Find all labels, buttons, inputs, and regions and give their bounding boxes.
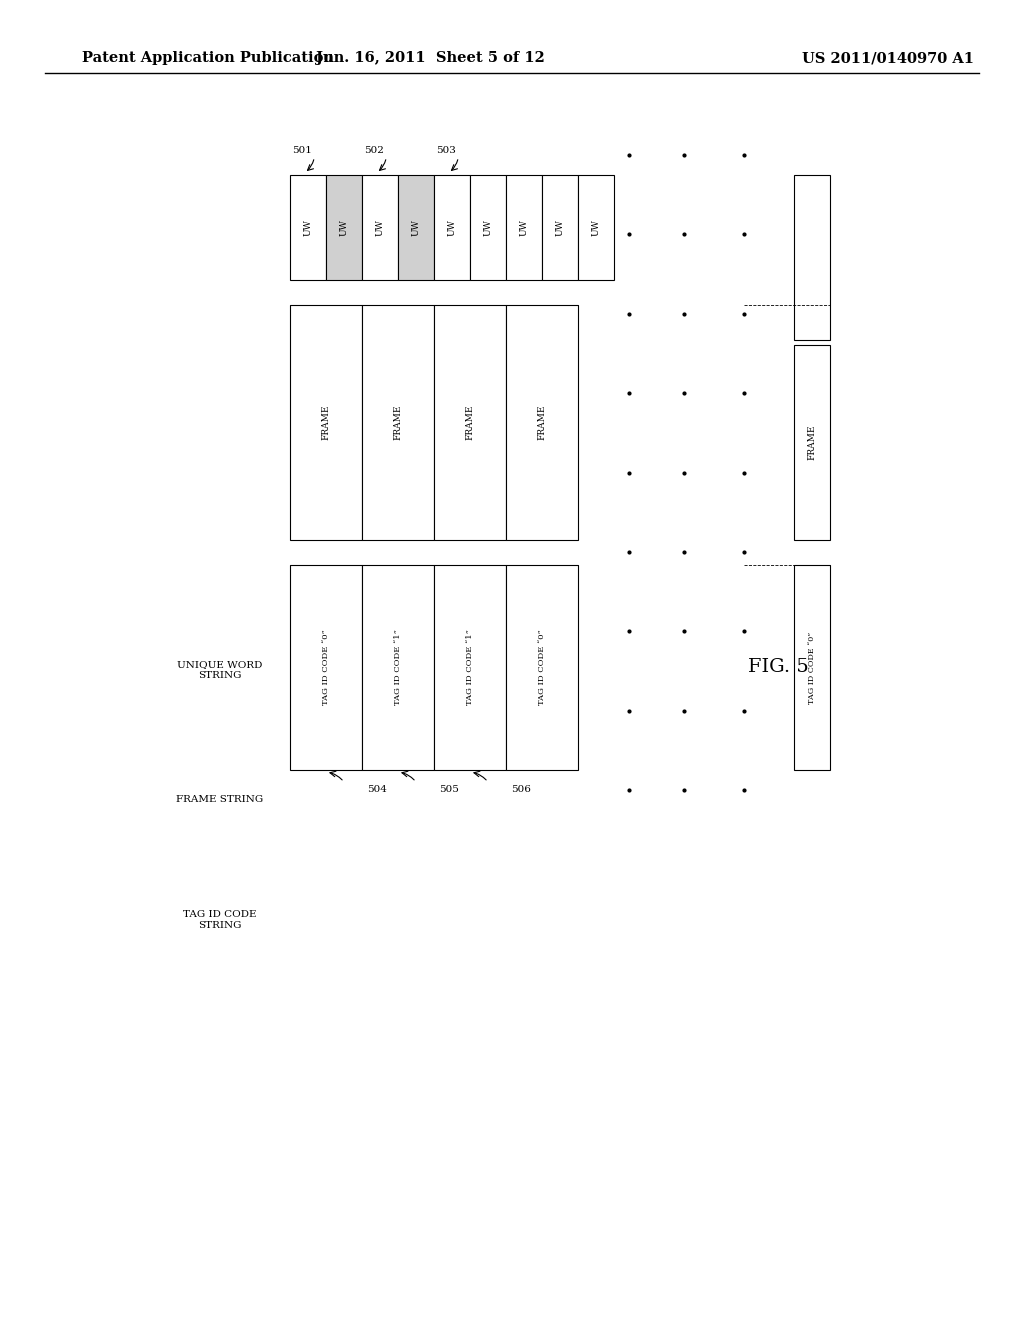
FancyBboxPatch shape bbox=[542, 176, 578, 280]
FancyBboxPatch shape bbox=[290, 176, 326, 280]
FancyBboxPatch shape bbox=[290, 305, 362, 540]
Text: FRAME: FRAME bbox=[322, 405, 331, 441]
FancyBboxPatch shape bbox=[434, 565, 506, 770]
Text: 504: 504 bbox=[367, 785, 387, 795]
Text: FRAME: FRAME bbox=[808, 425, 816, 461]
Text: UW: UW bbox=[555, 219, 564, 236]
Text: Jun. 16, 2011  Sheet 5 of 12: Jun. 16, 2011 Sheet 5 of 12 bbox=[315, 51, 545, 65]
FancyBboxPatch shape bbox=[794, 565, 830, 770]
FancyBboxPatch shape bbox=[470, 176, 506, 280]
Text: 502: 502 bbox=[364, 147, 384, 154]
Text: UW: UW bbox=[376, 219, 384, 236]
Text: TAG ID CODE “1”: TAG ID CODE “1” bbox=[466, 630, 474, 705]
Text: UW: UW bbox=[483, 219, 493, 236]
Text: FIG. 5: FIG. 5 bbox=[748, 659, 809, 676]
Text: TAG ID CODE “0”: TAG ID CODE “0” bbox=[808, 631, 816, 704]
FancyBboxPatch shape bbox=[506, 565, 578, 770]
Text: TAG ID CODE “0”: TAG ID CODE “0” bbox=[322, 630, 330, 705]
Text: Patent Application Publication: Patent Application Publication bbox=[82, 51, 334, 65]
Text: UW: UW bbox=[592, 219, 600, 236]
Text: FRAME: FRAME bbox=[393, 405, 402, 441]
FancyBboxPatch shape bbox=[578, 176, 614, 280]
FancyBboxPatch shape bbox=[434, 305, 506, 540]
FancyBboxPatch shape bbox=[506, 176, 542, 280]
Text: FRAME: FRAME bbox=[538, 405, 547, 441]
Text: TAG ID CODE “1”: TAG ID CODE “1” bbox=[394, 630, 402, 705]
Text: 506: 506 bbox=[511, 785, 530, 795]
FancyBboxPatch shape bbox=[794, 345, 830, 540]
Text: UW: UW bbox=[303, 219, 312, 236]
Text: US 2011/0140970 A1: US 2011/0140970 A1 bbox=[802, 51, 974, 65]
Text: 501: 501 bbox=[292, 147, 312, 154]
FancyBboxPatch shape bbox=[290, 565, 362, 770]
Text: FRAME STRING: FRAME STRING bbox=[176, 796, 263, 804]
Text: TAG ID CODE “0”: TAG ID CODE “0” bbox=[538, 630, 546, 705]
FancyBboxPatch shape bbox=[434, 176, 470, 280]
Text: FRAME: FRAME bbox=[466, 405, 474, 441]
Text: UW: UW bbox=[412, 219, 421, 236]
FancyBboxPatch shape bbox=[506, 305, 578, 540]
FancyBboxPatch shape bbox=[398, 176, 434, 280]
Text: TAG ID CODE
STRING: TAG ID CODE STRING bbox=[183, 911, 257, 929]
FancyBboxPatch shape bbox=[362, 176, 398, 280]
FancyBboxPatch shape bbox=[794, 176, 830, 341]
Text: 505: 505 bbox=[439, 785, 459, 795]
Text: UNIQUE WORD
STRING: UNIQUE WORD STRING bbox=[177, 660, 263, 680]
Text: UW: UW bbox=[340, 219, 348, 236]
FancyBboxPatch shape bbox=[362, 565, 434, 770]
Text: UW: UW bbox=[519, 219, 528, 236]
Text: 503: 503 bbox=[436, 147, 456, 154]
FancyBboxPatch shape bbox=[362, 305, 434, 540]
Text: UW: UW bbox=[447, 219, 457, 236]
FancyBboxPatch shape bbox=[326, 176, 362, 280]
